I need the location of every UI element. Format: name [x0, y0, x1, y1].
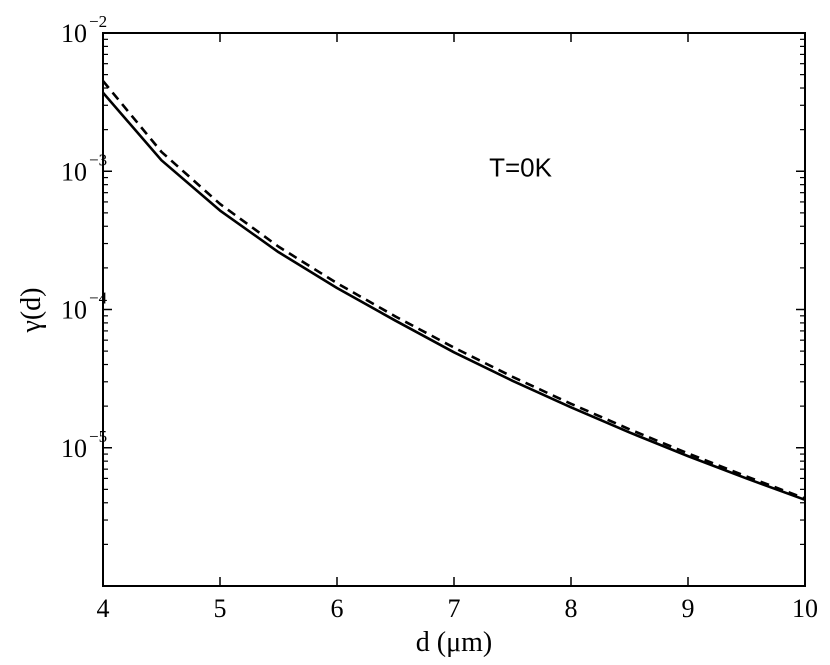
x-tick-label: 7	[448, 594, 461, 623]
x-tick-label: 9	[682, 594, 695, 623]
y-tick-label: 10	[61, 434, 87, 463]
y-tick-label: 10	[61, 157, 87, 186]
x-tick-label: 8	[565, 594, 578, 623]
annotation-label: T=0K	[489, 152, 553, 182]
series-line-1-solid	[102, 91, 806, 502]
y-tick-exponent: −2	[89, 12, 107, 31]
x-tick-label: 4	[97, 594, 110, 623]
x-tick-label: 6	[331, 594, 344, 623]
y-tick-exponent: −5	[89, 427, 107, 446]
plot-frame	[102, 32, 806, 587]
series-layer	[101, 80, 806, 502]
y-tick-exponent: −3	[89, 150, 107, 169]
y-tick-label: 10	[61, 296, 87, 325]
x-tick-label: 5	[214, 594, 227, 623]
x-axis-title: d (μm)	[416, 627, 492, 658]
x-tick-label: 10	[792, 594, 818, 623]
series-line-2-dashed	[101, 80, 806, 500]
y-tick-label: 10	[61, 19, 87, 48]
y-axis-title: γ(d)	[16, 287, 47, 333]
y-tick-exponent: −4	[89, 289, 108, 308]
ticks-layer	[102, 32, 806, 586]
